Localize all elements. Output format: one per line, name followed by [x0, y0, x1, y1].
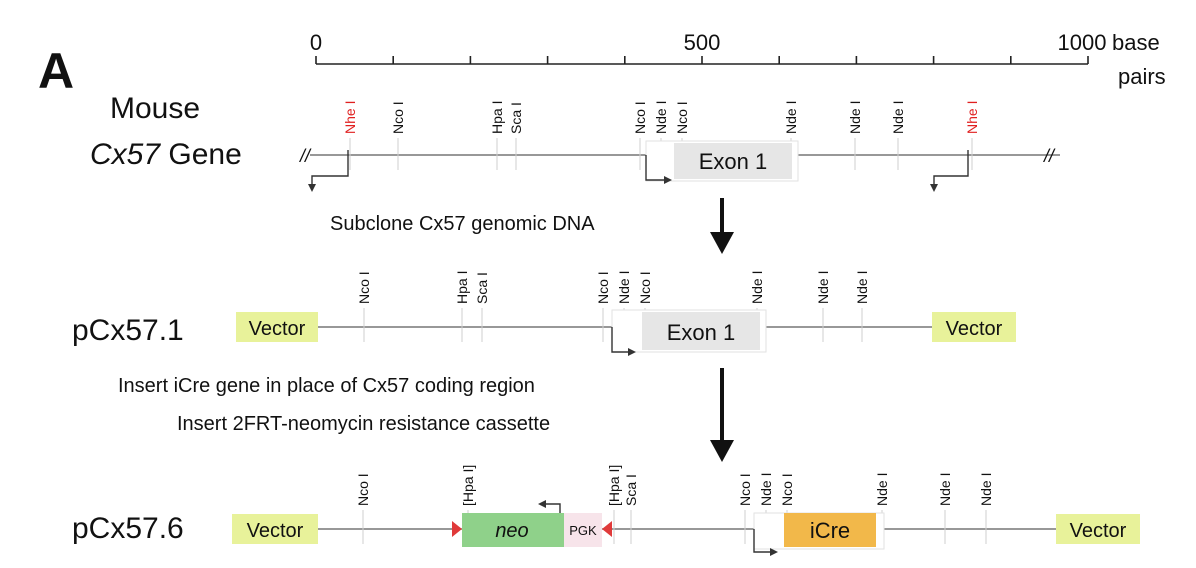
scale-label-0: 0 — [310, 30, 322, 55]
pcx571-promoter-head — [628, 348, 636, 356]
gene-site-label: Nhe I — [342, 101, 358, 134]
gene-break-right: // — [1042, 146, 1056, 166]
pcx571-vector-left-label: Vector — [249, 318, 306, 340]
pcx571-site-label: Nco I — [595, 271, 611, 304]
gene-site-label: Nco I — [674, 101, 690, 134]
frt-site-right — [602, 521, 612, 537]
pcx571-map: pCx57.1 Nco I Hpa I Sca I Nco I Nde I Nco I Nd… — [72, 271, 1016, 356]
pgk-promoter-arrow-head — [538, 500, 546, 508]
gene-site-label: Nde I — [847, 101, 863, 134]
pcx571-site-label: Nde I — [616, 271, 632, 304]
scale-bar: 0 500 1000 base pairs — [310, 30, 1166, 89]
pgk-promoter-arrow — [546, 503, 561, 513]
gene-restriction-sites: Nhe I Nco I Hpa I Sca I Nco I Nde I Nco I Nde I… — [342, 101, 980, 170]
pcx571-promoter — [611, 327, 628, 353]
step2-text-line2: Insert 2FRT-neomycin resistance cassette — [177, 413, 550, 435]
pcx571-site-label: Sca I — [474, 272, 490, 304]
pcx571-site-label: Nde I — [815, 271, 831, 304]
icre-label: iCre — [810, 518, 850, 543]
pcx576-site-label: Nde I — [937, 473, 953, 506]
gene-promoter-right-head — [930, 184, 938, 192]
pcx576-site-label: [Hpa I] — [606, 465, 622, 506]
gene-site-label: Nco I — [390, 101, 406, 134]
pcx571-site-label: Nco I — [637, 271, 653, 304]
gene-exon-label: Exon 1 — [699, 149, 768, 174]
gene-title-line1: Mouse — [110, 92, 200, 125]
step1-text: Subclone Cx57 genomic DNA — [330, 213, 595, 235]
frt-site-left — [452, 521, 462, 537]
gene-title-gene-name: Cx57 — [90, 138, 161, 171]
step1-arrow-head — [710, 232, 734, 254]
scale-label-500: 500 — [684, 30, 721, 55]
gene-promoter-right — [933, 150, 969, 184]
pgk-label: PGK — [569, 523, 597, 538]
gene-site-label: Sca I — [508, 102, 524, 134]
gene-break-left: // — [298, 146, 312, 166]
pcx576-vector-left-label: Vector — [247, 520, 304, 542]
gene-site-label: Hpa I — [489, 101, 505, 134]
pcx571-vector-right — [932, 312, 1016, 342]
scale-unit-pairs: pairs — [1118, 64, 1166, 89]
pcx576-site-label: Nco I — [737, 473, 753, 506]
step2-text-line1: Insert iCre gene in place of Cx57 coding… — [118, 375, 535, 397]
pcx571-site-label: Nco I — [356, 271, 372, 304]
pcx576-site-label: Sca I — [623, 474, 639, 506]
scale-ticks — [315, 56, 1089, 64]
gene-exon-box — [674, 143, 792, 179]
pcx571-exon-label: Exon 1 — [667, 320, 736, 345]
scale-label-1000: 1000 — [1058, 30, 1107, 55]
pcx571-title: pCx57.1 — [72, 314, 184, 347]
pcx576-site-label: Nco I — [355, 473, 371, 506]
pcx571-site-label: Nde I — [749, 271, 765, 304]
icre-box — [784, 513, 876, 547]
gene-title-suffix: Gene — [160, 138, 242, 171]
gene-site-label: Nhe I — [964, 101, 980, 134]
pcx576-site-label: [Hpa I] — [460, 465, 476, 506]
gene-site-label: Nde I — [783, 101, 799, 134]
gene-promoter-left-head — [308, 184, 316, 192]
pcx576-map: pCx57.6 Nco I [Hpa I] [Hpa I] Sca I Nco I Nde… — [72, 465, 1140, 556]
pcx576-vector-left — [232, 514, 318, 544]
pcx571-vector-right-label: Vector — [946, 318, 1003, 340]
gene-promoter-left — [311, 150, 349, 186]
pcx576-site-label: Nco I — [779, 473, 795, 506]
pcx576-promoter-head — [770, 548, 778, 556]
pcx576-site-label: Nde I — [978, 473, 994, 506]
gene-title-line2: Cx57 Gene — [90, 138, 242, 171]
pcx576-promoter — [753, 529, 770, 553]
pgk-promoter — [564, 513, 602, 547]
pcx576-site-label: Nde I — [758, 473, 774, 506]
pcx571-site-label: Nde I — [854, 271, 870, 304]
gene-promoter-exon-head — [664, 176, 672, 184]
pcx576-vector-right — [1056, 514, 1140, 544]
panel-label: A — [38, 43, 74, 99]
pcx571-site-label: Hpa I — [454, 271, 470, 304]
gene-site-label: Nde I — [653, 101, 669, 134]
gene-site-label: Nco I — [632, 101, 648, 134]
gene-site-label: Nde I — [890, 101, 906, 134]
gene-map: Mouse Cx57 Gene // // Nhe I Nco I Hpa I Sca… — [90, 92, 1060, 192]
gene-promoter-exon — [645, 155, 664, 181]
neo-label: neo — [495, 520, 528, 542]
neo-cassette — [462, 513, 564, 547]
pcx576-title: pCx57.6 — [72, 512, 184, 545]
pcx576-vector-right-label: Vector — [1070, 520, 1127, 542]
pcx571-exon-box — [642, 312, 760, 350]
pcx571-vector-left — [236, 312, 318, 342]
scale-unit-base: base — [1112, 30, 1160, 55]
pcx576-site-label: Nde I — [874, 473, 890, 506]
step2-arrow-head — [710, 440, 734, 462]
